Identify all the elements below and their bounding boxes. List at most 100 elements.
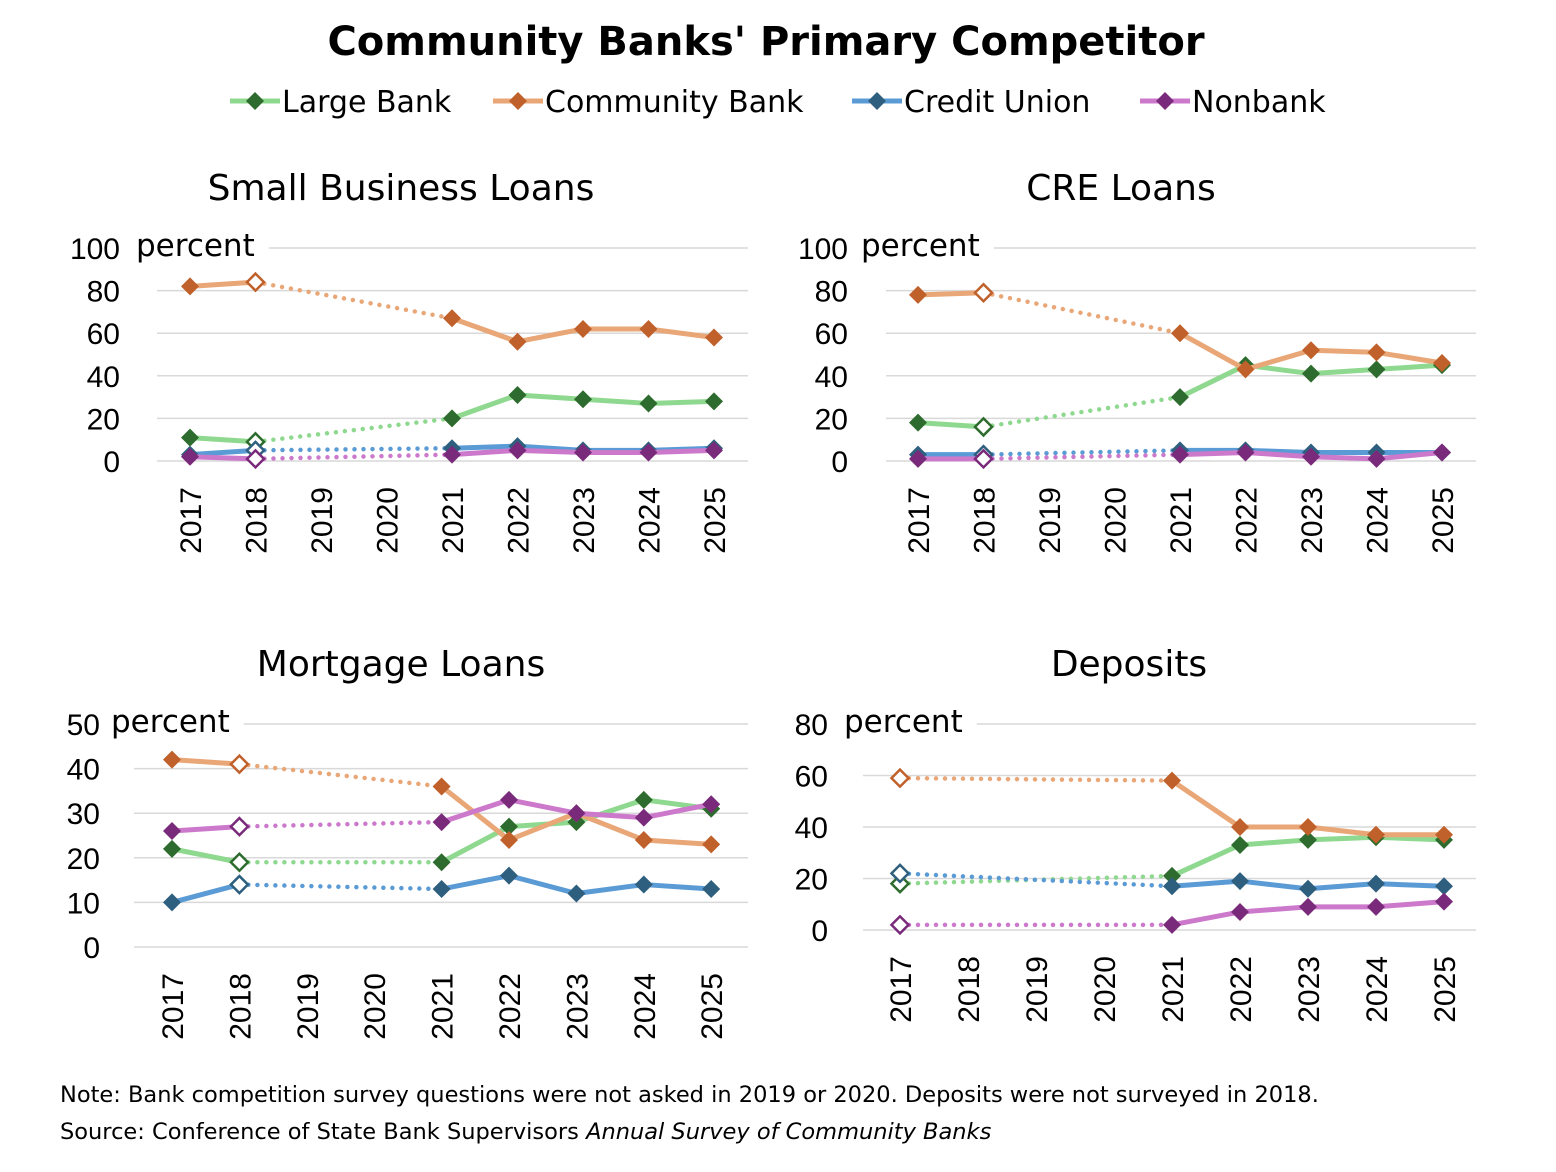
- series-gap-segment: [237, 761, 444, 789]
- data-point: [432, 853, 451, 872]
- series-segment: [169, 882, 242, 905]
- data-point: [1231, 818, 1249, 836]
- series-gap-segment: [897, 775, 1175, 783]
- data-point: [574, 319, 592, 338]
- legend-label: Large Bank: [282, 85, 452, 120]
- x-tick-label: 2023: [1293, 956, 1326, 1023]
- data-point: [1435, 877, 1453, 896]
- data-point: [1163, 915, 1181, 934]
- data-point: [1299, 830, 1317, 849]
- data-point: [1171, 445, 1189, 464]
- data-point: [1367, 449, 1386, 468]
- source-title: Annual Survey of Community Banks: [584, 1119, 992, 1145]
- data-point: [634, 875, 653, 894]
- data-point: [500, 790, 518, 809]
- panel-title: CRE Loans: [1026, 168, 1215, 209]
- data-point: [1299, 897, 1317, 916]
- y-tick-label: 40: [67, 754, 100, 787]
- series-nonbank: [889, 892, 1453, 936]
- series-segment: [646, 398, 717, 406]
- data-point: [1435, 892, 1453, 911]
- y-unit-label: percent: [861, 228, 980, 264]
- series-gap-segment: [253, 445, 455, 453]
- x-tick-label: 2024: [1362, 487, 1395, 554]
- series-segment: [1177, 449, 1248, 458]
- series-segment: [1373, 881, 1447, 889]
- legend-label: Nonbank: [1192, 85, 1326, 120]
- y-tick-label: 40: [87, 361, 120, 394]
- footnote: Note: Bank competition survey questions …: [60, 1082, 1319, 1108]
- y-unit-label: percent: [844, 704, 963, 740]
- data-point: [1367, 897, 1385, 916]
- series-segment: [1237, 837, 1311, 848]
- data-point: [702, 835, 721, 854]
- y-tick-label: 0: [83, 932, 100, 965]
- series-segment: [641, 882, 714, 892]
- x-tick-label: 2020: [1100, 487, 1133, 554]
- data-point: [1163, 771, 1181, 790]
- series-segment: [449, 392, 520, 421]
- data-point: [508, 441, 527, 460]
- y-tick-label: 0: [831, 446, 848, 479]
- legend-item-nonbank: Nonbank: [1140, 85, 1326, 120]
- data-point: [1231, 902, 1249, 921]
- series-gap-segment: [981, 290, 1183, 336]
- series-segment: [506, 810, 579, 843]
- x-tick-label: 2020: [359, 973, 392, 1040]
- data-point: [508, 332, 527, 351]
- data-point: [163, 822, 181, 841]
- panel-mortgage-loans: Mortgage Loans percent 0 10 20 30 40 50 2017 2018…: [67, 644, 748, 1040]
- y-tick-label: 30: [67, 798, 100, 831]
- series-segment: [915, 290, 986, 298]
- series-large-bank: [909, 356, 1451, 438]
- series-segment: [646, 447, 717, 455]
- data-point: [500, 830, 518, 849]
- series-segment: [1373, 834, 1447, 843]
- x-tick-label: 2018: [969, 487, 1002, 554]
- x-tick-label: 2024: [629, 973, 662, 1040]
- series-segment: [1305, 834, 1379, 843]
- data-point: [973, 282, 994, 303]
- data-point: [1302, 447, 1320, 466]
- data-point: [508, 385, 527, 404]
- data-point: [163, 750, 181, 769]
- data-point: [909, 449, 927, 468]
- data-point: [245, 448, 266, 470]
- x-tick-label: 2019: [306, 487, 339, 554]
- x-tick-label: 2017: [175, 487, 208, 554]
- source-prefix: Source: Conference of State Bank Supervi…: [60, 1119, 586, 1145]
- series-segment: [1169, 778, 1243, 830]
- series-segment: [1169, 842, 1243, 879]
- data-point: [432, 777, 451, 796]
- data-point: [443, 445, 461, 464]
- series-nonbank: [181, 441, 723, 470]
- panel-title: Mortgage Loans: [257, 644, 545, 685]
- series-segment: [573, 882, 647, 896]
- data-point: [634, 808, 653, 827]
- series-segment: [1169, 878, 1243, 889]
- y-tick-label: 60: [87, 318, 120, 351]
- data-point: [229, 753, 250, 775]
- x-tick-label: 2022: [1231, 487, 1264, 554]
- data-point: [574, 390, 592, 409]
- series-credit-union: [889, 863, 1453, 898]
- x-tick-label: 2024: [1361, 956, 1394, 1023]
- x-tick-label: 2023: [568, 487, 601, 554]
- series-segment: [1243, 347, 1314, 372]
- series-community-bank: [889, 767, 1453, 844]
- data-point: [245, 271, 266, 293]
- x-tick-label: 2025: [699, 487, 732, 554]
- series-credit-union: [163, 866, 721, 912]
- series-segment: [1308, 454, 1379, 462]
- legend-swatch-marker: [509, 92, 527, 110]
- series-segment: [187, 435, 258, 445]
- data-point: [889, 914, 911, 936]
- x-tick-label: 2021: [1157, 956, 1190, 1023]
- data-point: [1171, 324, 1189, 343]
- figure-title: Community Banks' Primary Competitor: [327, 19, 1204, 65]
- series-segment: [1177, 330, 1248, 372]
- data-point: [500, 817, 518, 836]
- y-tick-label: 60: [795, 761, 828, 794]
- panel-deposits: Deposits percent 0 20 40 60 80 2017 2018 2019 2020…: [795, 644, 1476, 1023]
- data-point: [1236, 360, 1255, 379]
